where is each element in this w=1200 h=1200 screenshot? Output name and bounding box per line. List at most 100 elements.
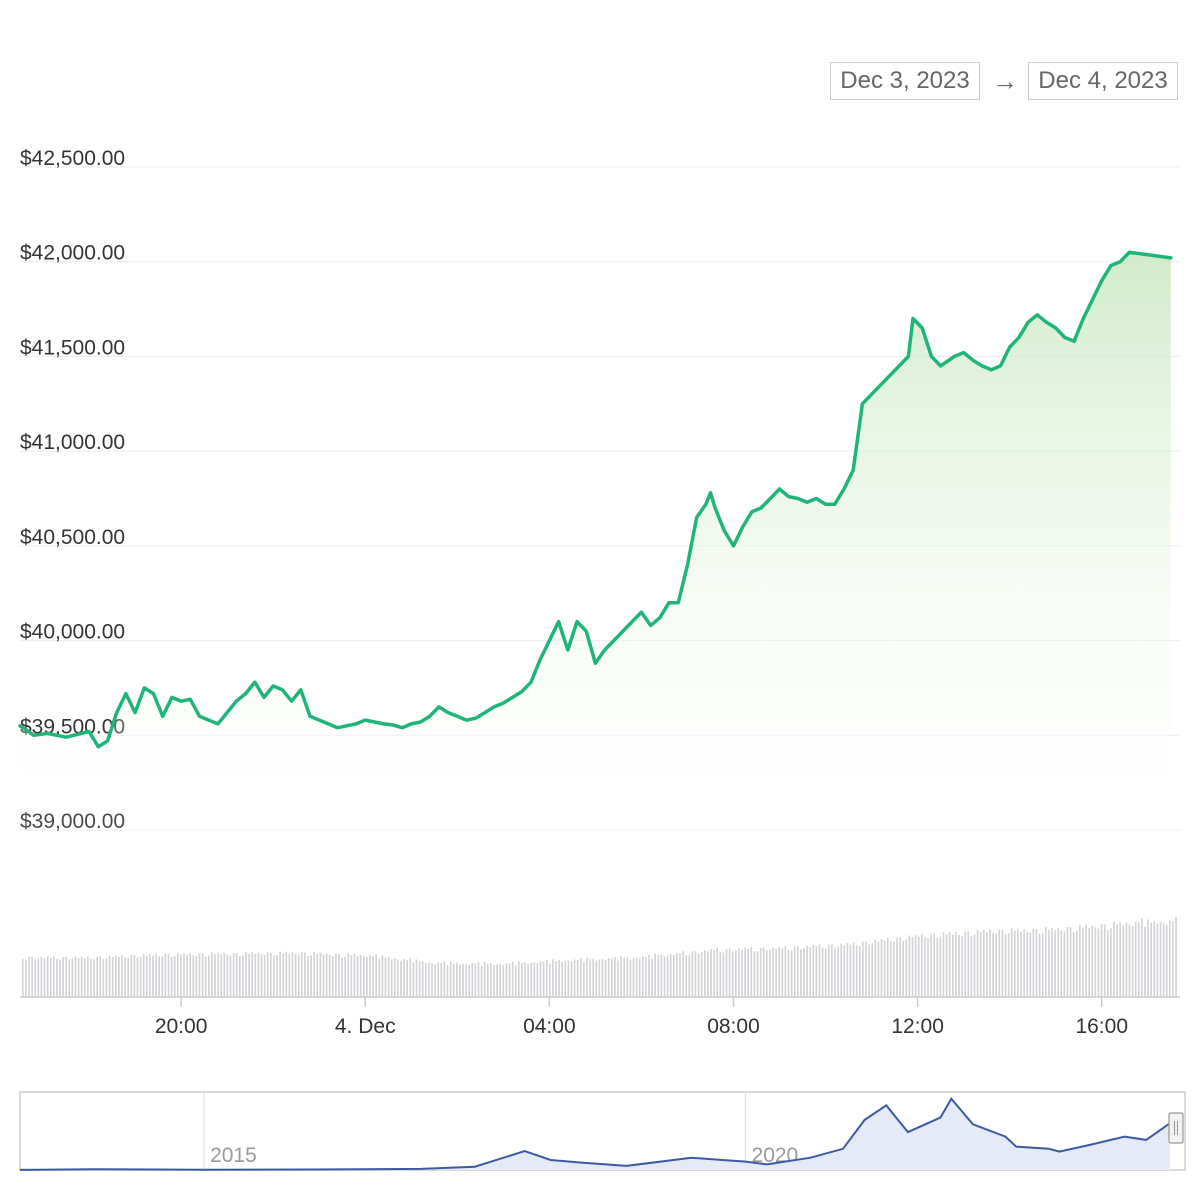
volume-bars: [22, 917, 1177, 997]
price-line-layer[interactable]: [18, 250, 1173, 749]
volume-bar: [499, 964, 501, 997]
volume-bar: [645, 957, 647, 997]
navigator-handle[interactable]: [1168, 1112, 1184, 1144]
volume-bar: [1063, 931, 1066, 997]
volume-bar: [84, 957, 86, 997]
volume-bar: [561, 962, 563, 997]
x-axis: 20:00 4. Dec 04:00 08:00 12:00 16:00: [20, 996, 1180, 1038]
volume-bar: [93, 959, 95, 997]
volume-bar: [285, 951, 288, 997]
volume-bar: [790, 950, 793, 997]
volume-bar: [301, 952, 303, 997]
volume-bar: [409, 958, 412, 997]
volume-bar: [930, 934, 932, 997]
volume-bar: [952, 934, 954, 997]
volume-bar: [496, 964, 498, 997]
volume-bar: [945, 934, 948, 997]
volume-bar: [781, 948, 784, 997]
volume-bar: [648, 955, 650, 997]
volume-bar: [130, 955, 133, 997]
volume-bar: [139, 956, 142, 997]
volume-bar: [437, 962, 439, 997]
volume-bar: [700, 951, 703, 997]
volume-bar: [508, 963, 511, 997]
volume-bar: [1029, 932, 1032, 997]
volume-bar: [589, 959, 591, 997]
price-area-fill: [20, 252, 1171, 830]
volume-bar: [397, 959, 399, 997]
volume-bar: [1004, 934, 1007, 997]
volume-bar: [573, 959, 576, 997]
volume-bar: [576, 960, 579, 997]
volume-bar: [905, 939, 908, 997]
navigator-line: [19, 1096, 1171, 1171]
date-range-from-input[interactable]: Dec 3, 2023: [830, 62, 980, 100]
volume-bar: [434, 964, 436, 997]
volume-bar: [793, 946, 796, 997]
volume-bar: [1088, 927, 1090, 997]
volume-bar: [859, 945, 861, 997]
volume-bar: [617, 960, 619, 997]
volume-bar: [983, 929, 985, 997]
volume-bar: [406, 959, 408, 997]
volume-bar: [223, 953, 226, 997]
volume-bar: [669, 954, 672, 997]
volume-bar: [297, 954, 300, 997]
volume-bar: [815, 946, 818, 997]
volume-bar: [744, 947, 746, 997]
volume-bar: [1113, 921, 1115, 997]
volume-bar: [74, 956, 77, 997]
volume-bar: [217, 952, 219, 997]
volume-bar: [570, 961, 573, 997]
volume-bar: [294, 953, 297, 997]
volume-bar: [580, 958, 582, 997]
date-range-to-input[interactable]: Dec 4, 2023: [1028, 62, 1178, 100]
volume-bar: [304, 952, 306, 997]
volume-bar: [831, 944, 833, 997]
volume-bar: [651, 958, 653, 997]
volume-bar: [766, 950, 768, 997]
volume-bar: [31, 956, 33, 997]
volume-bar: [189, 953, 191, 997]
volume-bar: [369, 955, 371, 997]
volume-bar: [1131, 926, 1134, 997]
volume-bar: [818, 944, 821, 997]
volume-bar: [254, 954, 257, 997]
volume-bar: [936, 937, 939, 997]
volume-bar: [325, 953, 328, 997]
volume-bar: [266, 952, 269, 997]
volume-bar: [465, 963, 467, 997]
volume-bar: [716, 948, 718, 997]
volume-bar: [787, 949, 790, 997]
volume-bar: [1150, 922, 1152, 997]
volume-bar: [310, 955, 312, 997]
volume-bar: [232, 952, 235, 997]
date-range-arrow: →: [992, 66, 1018, 96]
volume-bar: [719, 952, 722, 997]
volume-bar: [40, 956, 43, 997]
price-series-line[interactable]: [18, 250, 1173, 749]
volume-bar: [136, 957, 139, 997]
volume-bar: [1116, 924, 1118, 997]
volume-bar: [1159, 921, 1162, 997]
volume-bar: [710, 948, 712, 997]
volume-bar: [149, 954, 151, 997]
volume-bar: [192, 955, 195, 997]
volume-bar: [403, 959, 405, 997]
volume-bar: [319, 952, 322, 997]
volume-bar: [46, 956, 49, 997]
volume-bar: [567, 960, 570, 997]
volume-bar: [133, 955, 136, 997]
volume-bar: [1026, 931, 1028, 997]
x-tick-label: 12:00: [891, 1015, 944, 1038]
volume-bar: [657, 955, 660, 997]
volume-bar: [338, 954, 340, 997]
volume-bar: [366, 957, 368, 997]
volume-bar: [335, 953, 337, 997]
navigator[interactable]: 2015 2020: [19, 1091, 1186, 1171]
volume-bar: [105, 958, 108, 997]
volume-bar: [127, 957, 129, 997]
volume-bar: [862, 941, 864, 997]
volume-bar: [65, 956, 67, 997]
